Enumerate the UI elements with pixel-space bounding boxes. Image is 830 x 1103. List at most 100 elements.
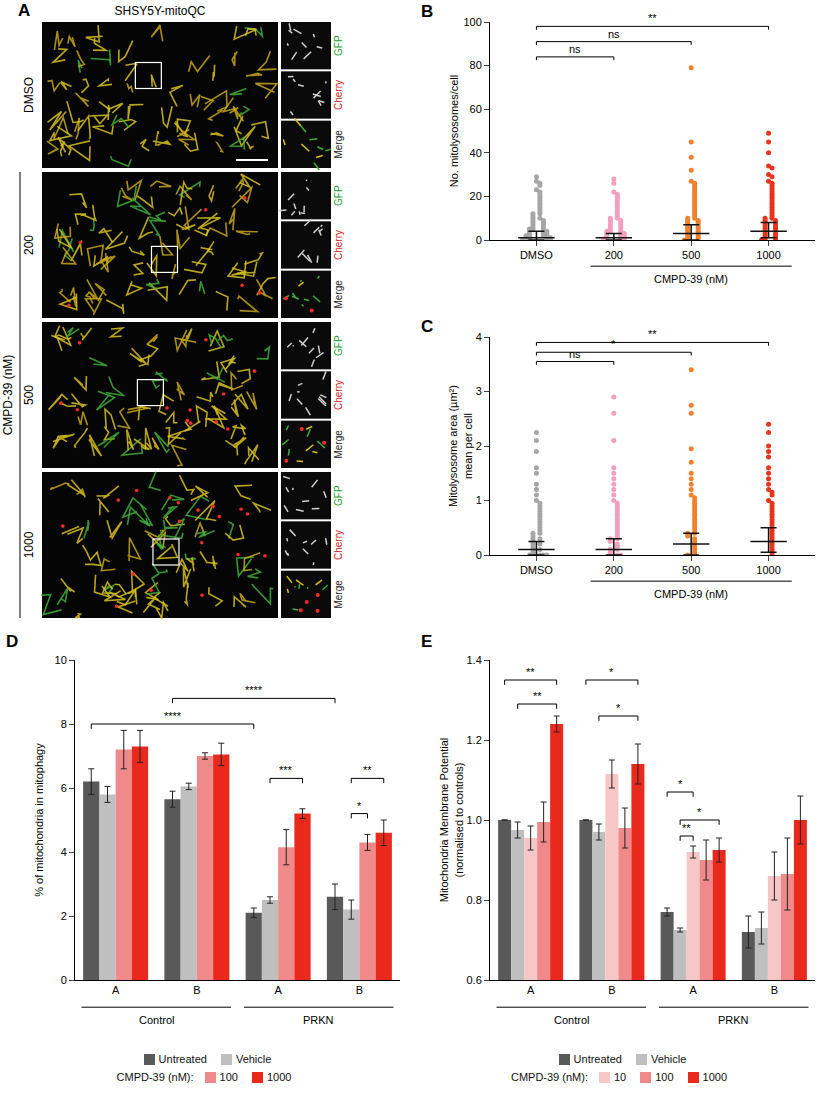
svg-text:No. mitolysosomes/cell: No. mitolysosomes/cell	[448, 75, 460, 187]
svg-text:20: 20	[470, 190, 482, 202]
svg-text:ns: ns	[569, 43, 581, 55]
svg-text:GFP: GFP	[333, 185, 344, 206]
html-text:B: B	[421, 2, 434, 21]
html-text:10: 10	[614, 1071, 627, 1083]
svg-text:2: 2	[476, 440, 482, 452]
html-text:C: C	[421, 317, 434, 336]
svg-text:1.4: 1.4	[467, 654, 482, 666]
svg-text:DMSO: DMSO	[520, 249, 553, 261]
html-text:Vehicle: Vehicle	[235, 1053, 272, 1065]
svg-text:A: A	[689, 984, 697, 996]
svg-text:**: **	[682, 822, 691, 834]
svg-text:**: **	[648, 12, 657, 24]
svg-text:*: *	[611, 338, 616, 350]
svg-text:A: A	[274, 984, 282, 996]
svg-text:2: 2	[61, 910, 67, 922]
html-text:100: 100	[219, 1071, 238, 1083]
svg-text:GFP: GFP	[333, 35, 344, 56]
svg-text:Mitochondria Membrane Potentia: Mitochondria Membrane Potential(normalis…	[438, 738, 464, 902]
svg-text:80: 80	[470, 59, 482, 71]
svg-text:***: ***	[279, 764, 293, 776]
svg-text:40: 40	[470, 147, 482, 159]
svg-text:8: 8	[61, 718, 67, 730]
svg-text:200: 200	[605, 249, 623, 261]
html-text:CMPD-39 (nM):: CMPD-39 (nM):	[510, 1071, 588, 1083]
html-text:E: E	[421, 632, 433, 651]
svg-text:****: ****	[164, 710, 182, 722]
svg-text:Control: Control	[554, 1014, 589, 1026]
svg-text:B: B	[356, 984, 363, 996]
svg-text:Mitolysosome area (µm²)mean pe: Mitolysosome area (µm²)mean per cell	[447, 385, 473, 507]
svg-text:Cherry: Cherry	[333, 230, 344, 260]
html-text:CMPD-39 (nM):: CMPD-39 (nM):	[116, 1071, 194, 1083]
svg-text:**: **	[526, 666, 535, 678]
svg-text:****: ****	[245, 684, 263, 696]
svg-text:**: **	[533, 690, 542, 702]
svg-text:200: 200	[22, 235, 36, 255]
html-text:100: 100	[655, 1071, 674, 1083]
svg-text:4: 4	[61, 846, 67, 858]
svg-text:Merge: Merge	[333, 130, 344, 159]
html-text:D: D	[6, 632, 19, 651]
svg-text:6: 6	[61, 782, 67, 794]
html-text:1000: 1000	[266, 1071, 292, 1083]
svg-text:CMPD-39 (nM): CMPD-39 (nM)	[1, 355, 15, 436]
svg-text:A: A	[527, 984, 535, 996]
html-text:Vehicle: Vehicle	[650, 1053, 687, 1065]
svg-text:Merge: Merge	[333, 430, 344, 459]
svg-text:DMSO: DMSO	[520, 564, 553, 576]
svg-text:A: A	[112, 984, 120, 996]
svg-text:500: 500	[682, 564, 700, 576]
svg-text:Cherry: Cherry	[333, 380, 344, 410]
svg-text:ns: ns	[608, 28, 620, 40]
svg-text:*: *	[616, 702, 621, 714]
svg-text:B: B	[608, 984, 615, 996]
svg-text:B: B	[771, 984, 778, 996]
svg-text:**: **	[648, 328, 657, 340]
svg-text:0: 0	[476, 549, 482, 561]
svg-text:100: 100	[463, 16, 481, 28]
svg-text:1000: 1000	[756, 564, 780, 576]
svg-text:GFP: GFP	[333, 335, 344, 356]
svg-text:Control: Control	[139, 1014, 174, 1026]
svg-text:*: *	[609, 666, 614, 678]
svg-text:500: 500	[22, 385, 36, 405]
html-text:Untreated: Untreated	[573, 1053, 622, 1065]
svg-text:0.6: 0.6	[467, 974, 482, 986]
svg-text:ns: ns	[569, 348, 581, 360]
svg-text:B: B	[193, 984, 200, 996]
svg-text:Merge: Merge	[333, 580, 344, 609]
svg-text:CMPD-39 (nM): CMPD-39 (nM)	[654, 588, 728, 600]
svg-text:10: 10	[55, 654, 67, 666]
svg-text:200: 200	[605, 564, 623, 576]
svg-text:A: A	[18, 1, 30, 20]
svg-text:1.0: 1.0	[467, 814, 482, 826]
svg-text:% of mitochondria in mitophagy: % of mitochondria in mitophagy	[33, 743, 45, 897]
svg-text:500: 500	[682, 249, 700, 261]
svg-text:*: *	[357, 800, 362, 812]
svg-text:Cherry: Cherry	[333, 530, 344, 560]
svg-text:PRKN: PRKN	[718, 1014, 749, 1026]
svg-text:PRKN: PRKN	[303, 1014, 334, 1026]
svg-text:CMPD-39 (nM): CMPD-39 (nM)	[654, 273, 728, 285]
svg-text:0.8: 0.8	[467, 894, 482, 906]
svg-text:**: **	[363, 764, 372, 776]
svg-text:Merge: Merge	[333, 280, 344, 309]
svg-text:0: 0	[476, 234, 482, 246]
svg-text:SHSY5Y-mitoQC: SHSY5Y-mitoQC	[115, 4, 206, 18]
svg-text:4: 4	[476, 331, 482, 343]
html-text:Untreated: Untreated	[158, 1053, 207, 1065]
svg-text:*: *	[697, 806, 702, 818]
svg-text:3: 3	[476, 385, 482, 397]
svg-text:GFP: GFP	[333, 485, 344, 506]
svg-text:DMSO: DMSO	[22, 77, 36, 113]
svg-text:0: 0	[61, 974, 67, 986]
svg-text:1000: 1000	[756, 249, 780, 261]
svg-text:1.2: 1.2	[467, 734, 482, 746]
svg-text:1000: 1000	[22, 531, 36, 558]
svg-text:*: *	[678, 778, 683, 790]
svg-text:60: 60	[470, 103, 482, 115]
html-text:1000: 1000	[702, 1071, 727, 1083]
svg-text:Cherry: Cherry	[333, 80, 344, 110]
svg-text:1: 1	[476, 494, 482, 506]
